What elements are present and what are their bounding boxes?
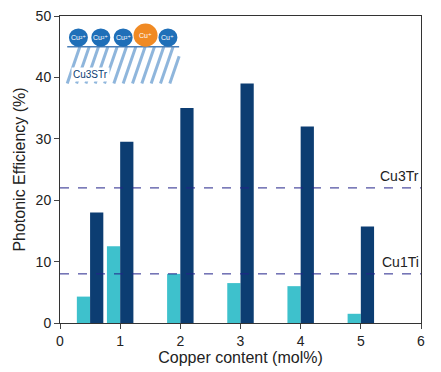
svg-text:0: 0 <box>56 333 64 349</box>
svg-text:4: 4 <box>297 333 305 349</box>
svg-text:Cu⁺: Cu⁺ <box>139 32 152 39</box>
svg-text:5: 5 <box>357 333 365 349</box>
svg-text:0: 0 <box>43 315 51 331</box>
svg-text:1: 1 <box>116 333 124 349</box>
svg-text:40: 40 <box>36 69 52 85</box>
svg-text:Copper content (mol%): Copper content (mol%) <box>158 349 323 366</box>
svg-text:10: 10 <box>36 254 52 270</box>
svg-text:30: 30 <box>36 131 52 147</box>
svg-text:Cu1Ti: Cu1Ti <box>382 254 419 270</box>
svg-text:2: 2 <box>176 333 184 349</box>
svg-text:Cu²⁺: Cu²⁺ <box>116 34 131 41</box>
svg-text:Cu3STr: Cu3STr <box>73 69 108 80</box>
svg-text:Photonic Efficiency (%): Photonic Efficiency (%) <box>11 87 28 251</box>
svg-text:50: 50 <box>36 8 52 24</box>
svg-text:Cu3Tr: Cu3Tr <box>380 168 419 184</box>
svg-text:Cu⁺: Cu⁺ <box>161 34 174 41</box>
svg-text:6: 6 <box>417 333 425 349</box>
svg-text:Cu²⁺: Cu²⁺ <box>93 34 108 41</box>
svg-text:Cu²⁺: Cu²⁺ <box>71 34 86 41</box>
svg-text:20: 20 <box>36 192 52 208</box>
svg-text:3: 3 <box>237 333 245 349</box>
